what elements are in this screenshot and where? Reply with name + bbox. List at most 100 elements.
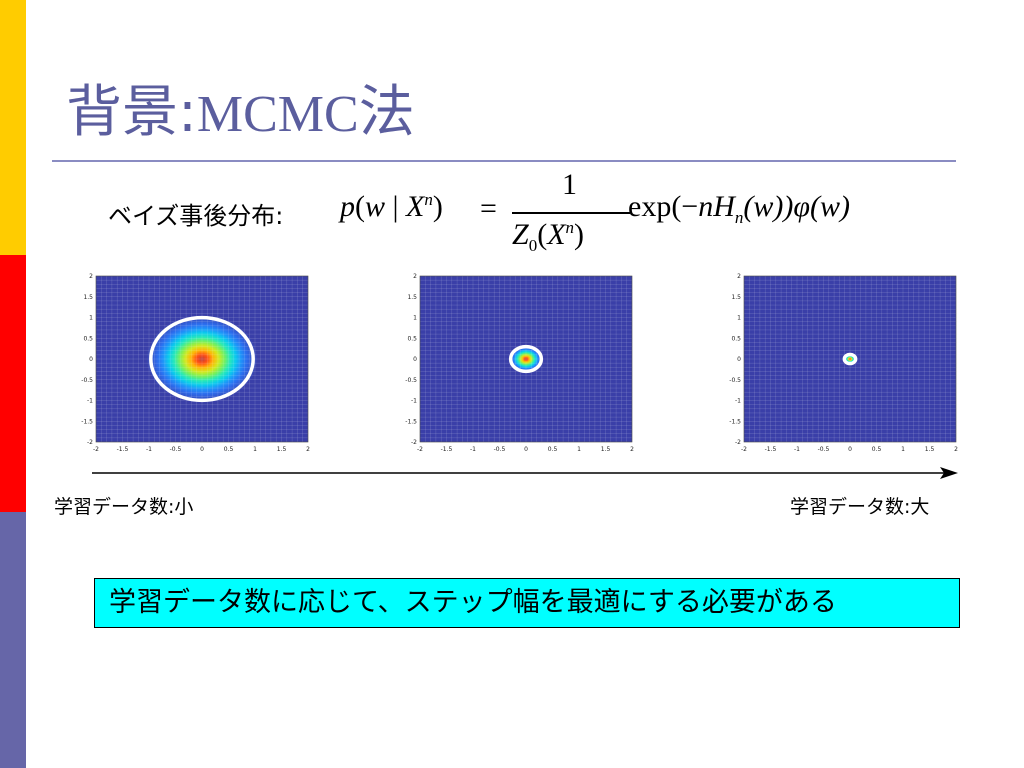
y-tick-label: 1.5 xyxy=(731,294,741,301)
y-tick-label: -1.5 xyxy=(81,418,93,425)
lhs-w: w xyxy=(365,190,386,223)
y-tick-label: -0.5 xyxy=(81,377,93,384)
accent-stripe-red xyxy=(0,255,26,512)
x-tick-label: 0.5 xyxy=(224,446,234,453)
title-suffix: 法 xyxy=(358,80,415,145)
x-tick-label: -1.5 xyxy=(117,446,129,453)
den-z: Z xyxy=(512,218,529,251)
x-tick-label: -2 xyxy=(741,446,747,453)
x-tick-label: -2 xyxy=(93,446,99,453)
lhs-n: n xyxy=(424,190,433,209)
formula-equals: = xyxy=(480,192,497,225)
arrow-head-icon xyxy=(940,467,958,479)
conclusion-callout: 学習データ数に応じて、ステップ幅を最適にする必要がある xyxy=(94,578,960,628)
x-tick-label: 0 xyxy=(200,446,204,453)
lhs-bar: | xyxy=(385,190,407,223)
x-tick-label: 1 xyxy=(901,446,905,453)
x-tick-label: -0.5 xyxy=(818,446,830,453)
density-blob xyxy=(509,345,543,373)
accent-stripe-blue xyxy=(0,512,26,768)
x-tick-label: -1 xyxy=(470,446,476,453)
x-tick-label: 0 xyxy=(524,446,528,453)
x-tick-label: 2 xyxy=(630,446,634,453)
rhs-phi: φ xyxy=(793,190,810,223)
y-tick-label: 2 xyxy=(89,273,93,280)
label-data-small: 学習データ数:小 xyxy=(54,496,194,518)
formula-lhs: p(w | Xn) xyxy=(340,190,443,224)
y-tick-label: -2 xyxy=(411,439,417,446)
heatmap-small-svg: 2 1.5 1 0.5 0 -0.5 -1 -1.5 -2-2 -1.5 -1 -0.5 0 0.5 1 1.… xyxy=(81,273,310,453)
x-tick-label: 1 xyxy=(577,446,581,453)
heatmap-plot-large-data: 2 1.5 1 0.5 0 -0.5 -1 -1.5 -2 -2 -1.5 -1 -0.5 0 0.5 1 1.… xyxy=(726,270,961,458)
slide-title: 背景:MCMC法 xyxy=(66,78,415,148)
y-tick-label: 1.5 xyxy=(407,294,417,301)
y-tick-label: -1.5 xyxy=(405,418,417,425)
title-latin: MCMC xyxy=(196,86,359,143)
title-divider xyxy=(52,160,956,162)
x-tick-label: 0 xyxy=(848,446,852,453)
y-tick-label: 0 xyxy=(89,356,93,363)
heatmap-plot-small-data: 2 1.5 1 0.5 0 -0.5 -1 -1.5 -2 -2 -1.5 -1 -0.5 0 0.5 1 1.… xyxy=(78,270,313,458)
rhs-nh: nH xyxy=(698,190,735,223)
y-tick-label: 2 xyxy=(413,273,417,280)
y-tick-label: 1 xyxy=(737,315,741,322)
formula-rhs: exp(−nHn(w))φ(w) xyxy=(628,190,850,228)
y-tick-label: -2 xyxy=(735,439,741,446)
y-tick-label: 0.5 xyxy=(731,335,741,342)
x-tick-label: -1 xyxy=(146,446,152,453)
y-tick-label: 0.5 xyxy=(83,335,93,342)
formula-label: ベイズ事後分布: xyxy=(108,202,284,230)
x-tick-label: 2 xyxy=(306,446,310,453)
y-tick-label: 0.5 xyxy=(407,335,417,342)
x-tick-label: -2 xyxy=(417,446,423,453)
rhs-end: (w) xyxy=(810,190,850,223)
x-tick-label: 2 xyxy=(954,446,958,453)
y-tick-label: -0.5 xyxy=(729,377,741,384)
y-tick-label: 0 xyxy=(413,356,417,363)
lhs-p: p xyxy=(340,190,355,223)
y-tick-label: -1 xyxy=(735,398,741,405)
den-x: X xyxy=(547,218,566,251)
x-tick-label: 1.5 xyxy=(277,446,287,453)
y-tick-label: 1 xyxy=(89,315,93,322)
fraction-bar xyxy=(512,212,630,214)
posterior-formula: ベイズ事後分布: p(w | Xn) = 1 Z0(Xn) exp(−nHn(w… xyxy=(108,168,928,260)
axes-frame xyxy=(743,275,957,443)
den-open: ( xyxy=(537,218,548,251)
den-n: n xyxy=(565,218,575,237)
rhs-sub: n xyxy=(734,208,744,227)
formula-numerator: 1 xyxy=(562,168,577,201)
lhs-open: ( xyxy=(355,190,365,223)
x-tick-label: 1 xyxy=(253,446,257,453)
x-tick-label: -1 xyxy=(794,446,800,453)
y-tick-label: -2 xyxy=(87,439,93,446)
title-separator: : xyxy=(178,80,197,145)
axes-frame xyxy=(419,275,633,443)
heatmap-medium-svg: 2 1.5 1 0.5 0 -0.5 -1 -1.5 -2-2 -1.5 -1 -0.5 0 0.5 1 1.… xyxy=(405,273,634,453)
accent-stripe-yellow xyxy=(0,0,26,255)
rhs-exp: exp(− xyxy=(628,190,699,223)
lhs-x: X xyxy=(406,190,425,223)
x-tick-label: 0.5 xyxy=(872,446,882,453)
rhs-w: (w)) xyxy=(743,190,794,223)
heatmap-plot-medium-data: 2 1.5 1 0.5 0 -0.5 -1 -1.5 -2 -2 -1.5 -1 -0.5 0 0.5 1 1.… xyxy=(402,270,637,458)
x-tick-label: 1.5 xyxy=(925,446,935,453)
x-tick-label: 0.5 xyxy=(548,446,558,453)
x-tick-label: -0.5 xyxy=(494,446,506,453)
data-size-arrow xyxy=(92,467,958,479)
y-tick-label: -1.5 xyxy=(729,418,741,425)
x-tick-label: -1.5 xyxy=(441,446,453,453)
highlight-circle xyxy=(149,315,255,403)
label-data-large: 学習データ数:大 xyxy=(790,496,930,518)
y-tick-label: -1 xyxy=(411,398,417,405)
y-tick-label: 1.5 xyxy=(83,294,93,301)
den-sub: 0 xyxy=(528,236,538,255)
y-tick-label: -1 xyxy=(87,398,93,405)
y-tick-label: 1 xyxy=(413,315,417,322)
heatmap-large-svg: 2 1.5 1 0.5 0 -0.5 -1 -1.5 -2-2 -1.5 -1 -0.5 0 0.5 1 1.… xyxy=(729,273,958,453)
x-tick-label: -0.5 xyxy=(170,446,182,453)
y-tick-label: 2 xyxy=(737,273,741,280)
formula-denominator: Z0(Xn) xyxy=(512,218,584,256)
x-tick-label: -1.5 xyxy=(765,446,777,453)
lhs-close: ) xyxy=(432,190,443,223)
